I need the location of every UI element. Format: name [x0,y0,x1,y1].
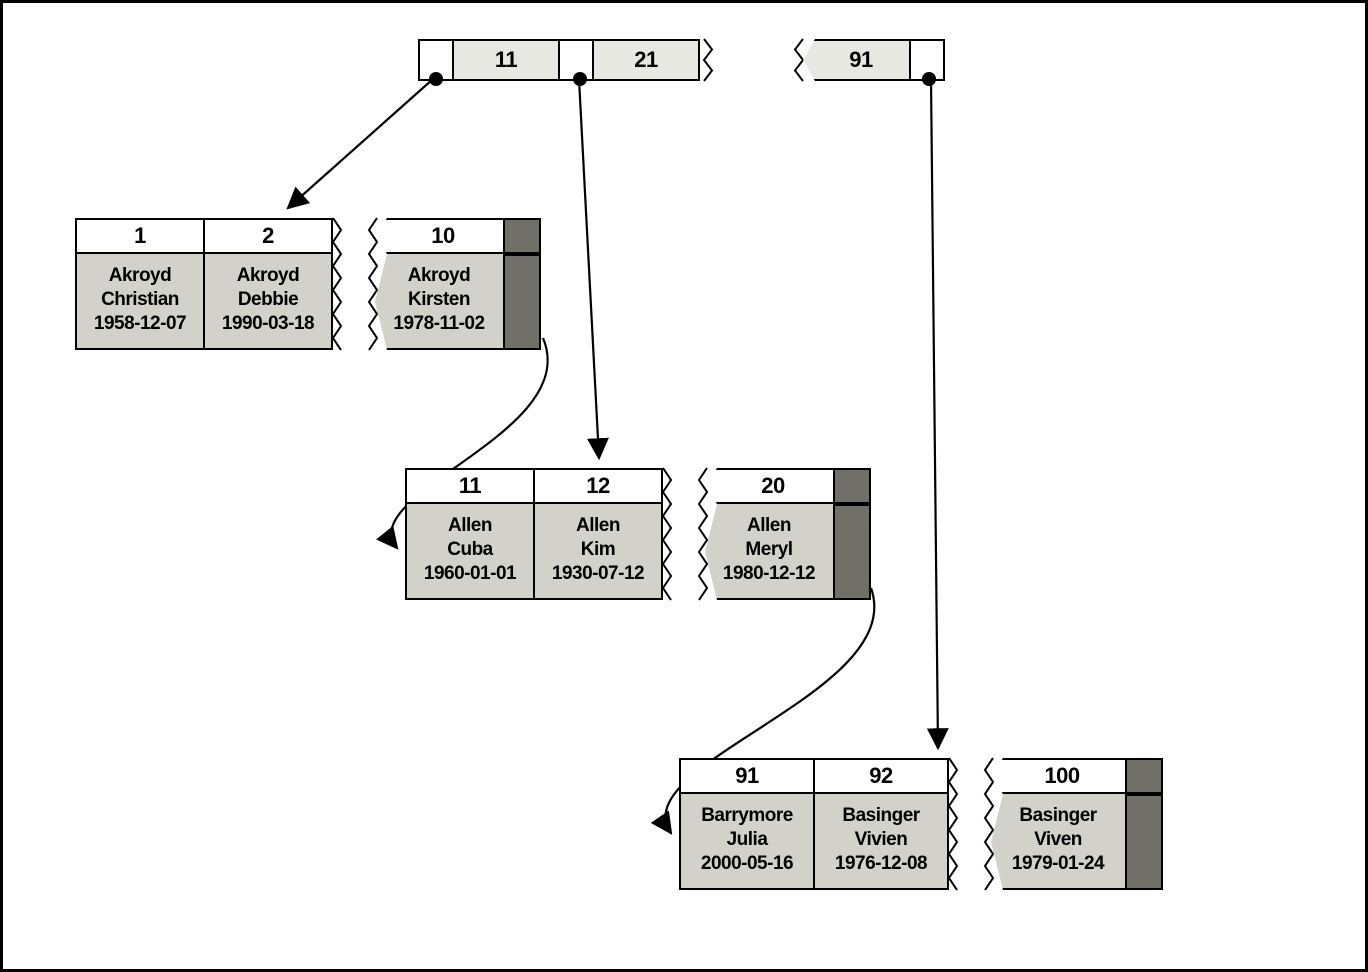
leaf-record: BarrymoreJulia2000-05-16 [679,794,815,890]
leaf-record: AkroydKirsten1978-11-02 [375,254,505,350]
diagram-frame: 1121 91 12AkroydChristian1958-12-07Akroy… [0,0,1368,972]
leaf-key: 91 [679,758,815,794]
connector-arrow [288,79,433,208]
leaf-page-tail: 20AllenMeryl1980-12-12 [705,468,871,600]
last-name: Barrymore [685,804,809,828]
dob: 2000-05-16 [685,852,809,876]
leaf-page: 1112AllenCuba1960-01-01AllenKim1930-07-1… [405,468,663,600]
first-name: Vivien [819,828,943,852]
last-name: Akroyd [379,264,499,288]
first-name: Julia [685,828,809,852]
leaf-record: BasingerViven1979-01-24 [991,794,1127,890]
last-name: Akroyd [209,264,327,288]
connector-arrow [931,79,938,748]
first-name: Viven [995,828,1121,852]
leaf-end-marker [503,218,541,254]
last-name: Akroyd [81,264,199,288]
leaf-key: 92 [813,758,949,794]
leaf-end-marker [503,254,541,350]
leaf-page-tail: 100BasingerViven1979-01-24 [991,758,1163,890]
pointer-dot [922,72,936,86]
first-name: Debbie [209,288,327,312]
first-name: Christian [81,288,199,312]
index-key: 21 [592,39,700,81]
connector-arrow [579,79,599,458]
leaf-key: 2 [203,218,333,254]
last-name: Allen [411,514,529,538]
leaf-key: 20 [705,468,835,504]
dob: 1960-01-01 [411,562,529,586]
leaf-page: 12AkroydChristian1958-12-07AkroydDebbie1… [75,218,333,350]
dob: 1930-07-12 [539,562,657,586]
dob: 1976-12-08 [819,852,943,876]
first-name: Meryl [709,538,829,562]
leaf-record: AllenKim1930-07-12 [533,504,663,600]
dob: 1990-03-18 [209,312,327,336]
leaf-end-marker [833,468,871,504]
last-name: Basinger [995,804,1121,828]
first-name: Cuba [411,538,529,562]
leaf-key: 11 [405,468,535,504]
dob: 1980-12-12 [709,562,829,586]
index-key: 11 [452,39,560,81]
leaf-page: 9192BarrymoreJulia2000-05-16BasingerVivi… [679,758,949,890]
leaf-record: BasingerVivien1976-12-08 [813,794,949,890]
leaf-record: AkroydChristian1958-12-07 [75,254,205,350]
leaf-page-tail: 10AkroydKirsten1978-11-02 [375,218,541,350]
leaf-key: 100 [991,758,1127,794]
leaf-end-marker [1125,758,1163,794]
leaf-key: 1 [75,218,205,254]
last-name: Allen [709,514,829,538]
leaf-record: AkroydDebbie1990-03-18 [203,254,333,350]
pointer-dot [573,72,587,86]
last-name: Basinger [819,804,943,828]
dob: 1978-11-02 [379,312,499,336]
index-root-node: 11 21 [418,39,700,81]
dob: 1979-01-24 [995,852,1121,876]
first-name: Kim [539,538,657,562]
leaf-key: 12 [533,468,663,504]
leaf-key: 10 [375,218,505,254]
pointer-dot [429,72,443,86]
index-key: 91 [803,39,911,81]
last-name: Allen [539,514,657,538]
first-name: Kirsten [379,288,499,312]
leaf-end-marker [833,504,871,600]
leaf-end-marker [1125,794,1163,890]
leaf-record: AllenMeryl1980-12-12 [705,504,835,600]
dob: 1958-12-07 [81,312,199,336]
leaf-record: AllenCuba1960-01-01 [405,504,535,600]
